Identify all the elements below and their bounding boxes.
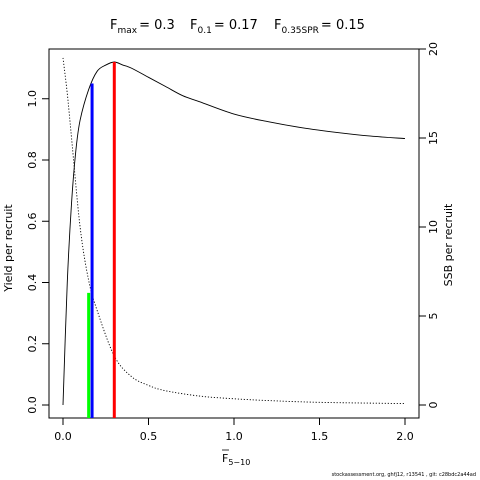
x-axis-title: F5−10 bbox=[222, 452, 250, 467]
y-axis-left-title: Yield per recruit bbox=[2, 204, 15, 293]
y-left-tick-label: 0.0 bbox=[26, 396, 39, 414]
x-tick-label: 0.5 bbox=[140, 430, 158, 443]
y-left-tick-label: 0.8 bbox=[26, 151, 39, 169]
y-axis-right: 0 5 10 15 20 bbox=[419, 42, 440, 409]
x-tick-label: 1.0 bbox=[225, 430, 243, 443]
title-fspr: F0.35SPR = 0.15 bbox=[274, 18, 365, 36]
chart-title: Fmax = 0.3 F0.1 = 0.17 F0.35SPR = 0.15 bbox=[110, 18, 365, 36]
y-right-tick-label: 5 bbox=[427, 313, 440, 320]
title-f01: F0.1 = 0.17 bbox=[190, 18, 258, 36]
x-axis: 0.0 0.5 1.0 1.5 2.0 bbox=[54, 418, 414, 443]
y-right-tick-label: 0 bbox=[427, 402, 440, 409]
y-axis-left: 0.0 0.2 0.4 0.6 0.8 1.0 bbox=[26, 90, 49, 414]
x-tick-label: 2.0 bbox=[396, 430, 414, 443]
x-tick-label: 0.0 bbox=[54, 430, 72, 443]
y-right-tick-label: 15 bbox=[427, 131, 440, 145]
title-fmax: Fmax = 0.3 bbox=[110, 18, 175, 36]
reference-lines bbox=[87, 62, 116, 418]
y-left-tick-label: 0.4 bbox=[26, 274, 39, 292]
x-tick-label: 1.5 bbox=[311, 430, 329, 443]
yield-per-recruit-line bbox=[62, 61, 406, 406]
y-left-tick-label: 0.2 bbox=[26, 335, 39, 353]
y-axis-right-title: SSB per recruit bbox=[442, 203, 455, 286]
plot-frame bbox=[48, 48, 420, 419]
y-right-tick-label: 20 bbox=[427, 42, 440, 56]
y-right-tick-label: 10 bbox=[427, 220, 440, 234]
footer-stamp: stockassessment.org, ghfj12, r13541 , gi… bbox=[331, 472, 476, 478]
y-left-tick-label: 1.0 bbox=[26, 90, 39, 108]
y-left-tick-label: 0.6 bbox=[26, 213, 39, 231]
ssb-per-recruit-line bbox=[62, 57, 406, 405]
series-layer bbox=[62, 57, 406, 406]
